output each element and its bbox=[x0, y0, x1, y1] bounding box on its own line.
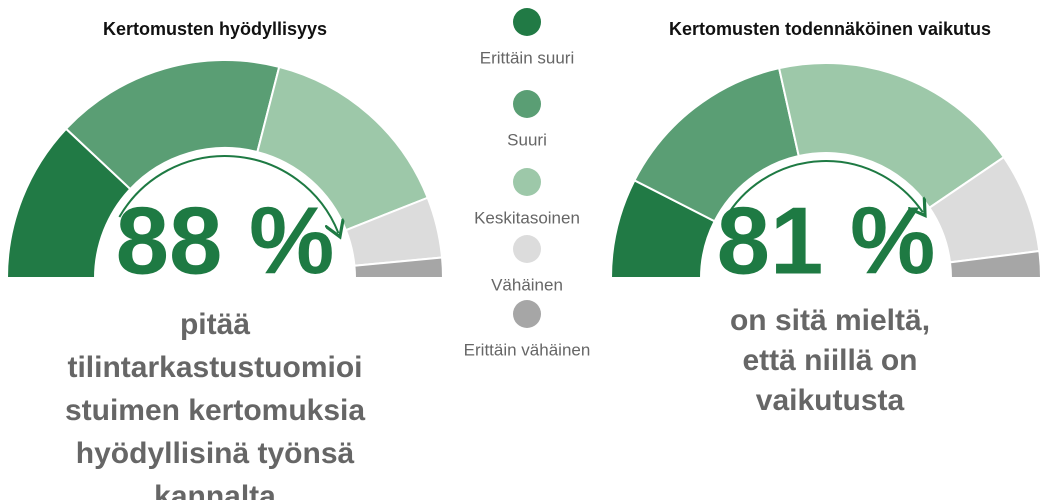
arrow bbox=[118, 155, 338, 233]
legend-swatch bbox=[513, 235, 541, 263]
caption: että niillä on bbox=[742, 344, 917, 377]
gauge-segment bbox=[948, 249, 1043, 279]
chart-title: Kertomusten hyödyllisyys bbox=[103, 19, 327, 39]
legend-swatch bbox=[513, 300, 541, 328]
legend-label: Vähäinen bbox=[491, 275, 563, 294]
caption: stuimen kertomuksia bbox=[65, 394, 365, 427]
legend-label: Suuri bbox=[507, 130, 547, 149]
legend-swatch bbox=[513, 168, 541, 196]
legend-label: Erittäin vähäinen bbox=[464, 340, 591, 359]
gauge-segment bbox=[353, 256, 445, 279]
caption: hyödyllisinä työnsä bbox=[76, 437, 355, 470]
headline: 88 % bbox=[116, 187, 335, 294]
legend-label: Keskitasoinen bbox=[474, 208, 580, 227]
caption: on sitä mieltä, bbox=[730, 304, 930, 337]
legend-label: Erittäin suuri bbox=[480, 48, 574, 67]
chart-title: Kertomusten todennäköinen vaikutus bbox=[669, 19, 991, 39]
legend-swatch bbox=[513, 90, 541, 118]
caption: tilintarkastustuomioi bbox=[67, 351, 362, 384]
caption: pitää bbox=[180, 308, 250, 341]
headline: 81 % bbox=[717, 187, 936, 294]
caption: vaikutusta bbox=[756, 384, 905, 417]
legend-swatch bbox=[513, 8, 541, 36]
arrow bbox=[723, 160, 923, 221]
caption: kannalta bbox=[154, 480, 276, 500]
gauge-segment bbox=[777, 62, 1006, 210]
